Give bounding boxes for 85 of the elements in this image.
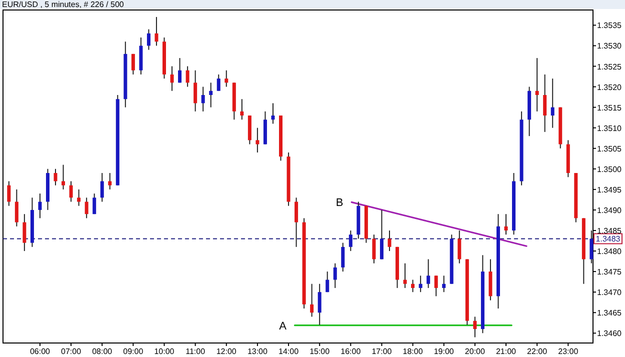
x-tick-label: 18:00: [402, 347, 424, 356]
candlestick: [380, 209, 384, 260]
x-tick-label: 12:00: [216, 347, 237, 356]
y-tick-label: 1.3480: [597, 247, 622, 256]
x-tick-label: 23:00: [558, 347, 579, 356]
candlestick: [318, 283, 322, 326]
candlestick: [434, 275, 438, 297]
candlestick: [92, 193, 96, 215]
x-tick-label: 17:00: [372, 347, 392, 356]
candlestick: [62, 164, 66, 190]
y-tick-label: 1.3500: [597, 164, 622, 174]
y-tick-label: 1.3475: [597, 268, 622, 277]
candlestick: [22, 214, 26, 252]
candlestick: [333, 262, 337, 288]
candlestick: [131, 53, 135, 75]
x-tick-label: 14:00: [278, 347, 300, 356]
candlestick: [310, 283, 314, 318]
y-tick-label: 1.3525: [597, 62, 622, 72]
candlestick: [341, 242, 345, 272]
candlestick: [209, 82, 213, 108]
candlestick: [543, 74, 547, 132]
candlestick: [14, 188, 18, 227]
x-tick-label: 19:00: [434, 347, 454, 356]
candlestick: [69, 180, 73, 202]
x-tick-label: 08:00: [92, 347, 113, 356]
candlestick: [38, 193, 42, 219]
chart-title: EUR/USD , 5 minutes, # 226 / 500: [2, 0, 124, 9]
x-tick-label: 07:00: [61, 347, 82, 356]
candlestick: [550, 78, 554, 128]
y-tick-label: 1.3520: [597, 82, 622, 92]
candlestick: [77, 188, 81, 206]
candlestick: [473, 316, 477, 338]
candlestick: [201, 86, 205, 112]
candlestick: [178, 58, 182, 84]
y-tick-label: 1.3510: [597, 124, 622, 133]
candlestick: [348, 230, 352, 252]
y-tick-label: 1.3465: [597, 308, 622, 318]
candlestick: [403, 262, 407, 288]
x-tick-label: 15:00: [310, 347, 330, 356]
candlestick: [504, 214, 508, 236]
y-tick-label: 1.3515: [597, 103, 622, 112]
candlestick: [411, 279, 415, 293]
candlestick: [194, 70, 198, 112]
x-tick-label: 10:00: [154, 347, 175, 356]
y-tick-label: 1.3490: [597, 206, 622, 215]
candlestick: [216, 74, 220, 92]
y-tick-label: 1.3495: [597, 185, 622, 194]
x-tick-label: 13:00: [247, 347, 268, 356]
y-tick-label: 1.3530: [597, 42, 622, 51]
candlestick: [372, 234, 376, 264]
candlestick: [100, 172, 104, 202]
candlestick: [442, 275, 446, 293]
candlestick: [146, 28, 150, 50]
x-tick-label: 22:00: [527, 347, 548, 356]
candlestick: [271, 102, 275, 124]
y-tick-label: 1.3485: [597, 226, 622, 236]
candlestick: [170, 66, 174, 92]
candlestick: [224, 70, 228, 88]
candlestick: [458, 230, 462, 264]
x-tick-label: 21:00: [496, 347, 517, 356]
x-tick-label: 20:00: [464, 347, 486, 356]
candlestick: [154, 16, 158, 46]
candlestick: [535, 58, 539, 112]
x-tick-label: 11:00: [186, 347, 206, 356]
annotation: A: [279, 320, 288, 332]
x-tick-label: 09:00: [123, 347, 144, 356]
candlestick: [84, 197, 88, 219]
x-tick-label: 16:00: [340, 347, 362, 356]
y-tick-label: 1.3505: [597, 144, 622, 154]
y-tick-label: 1.3460: [597, 329, 622, 338]
candlestick: [326, 271, 330, 293]
candlestick: [186, 66, 190, 88]
annotation: B: [336, 197, 344, 210]
candlestick: [108, 172, 112, 190]
y-tick-label: 1.3470: [597, 288, 622, 298]
candlestick: [294, 197, 298, 248]
ref-line-label: 1.3483: [596, 234, 621, 244]
y-tick-label: 1.3535: [597, 21, 622, 30]
candlestick: [240, 98, 244, 120]
x-tick-label: 06:00: [30, 347, 51, 356]
candlestick: [426, 258, 430, 288]
candlestick: [256, 127, 260, 153]
candlestick: [7, 180, 11, 206]
candlestick: [418, 275, 422, 293]
candlestick: [54, 168, 58, 186]
